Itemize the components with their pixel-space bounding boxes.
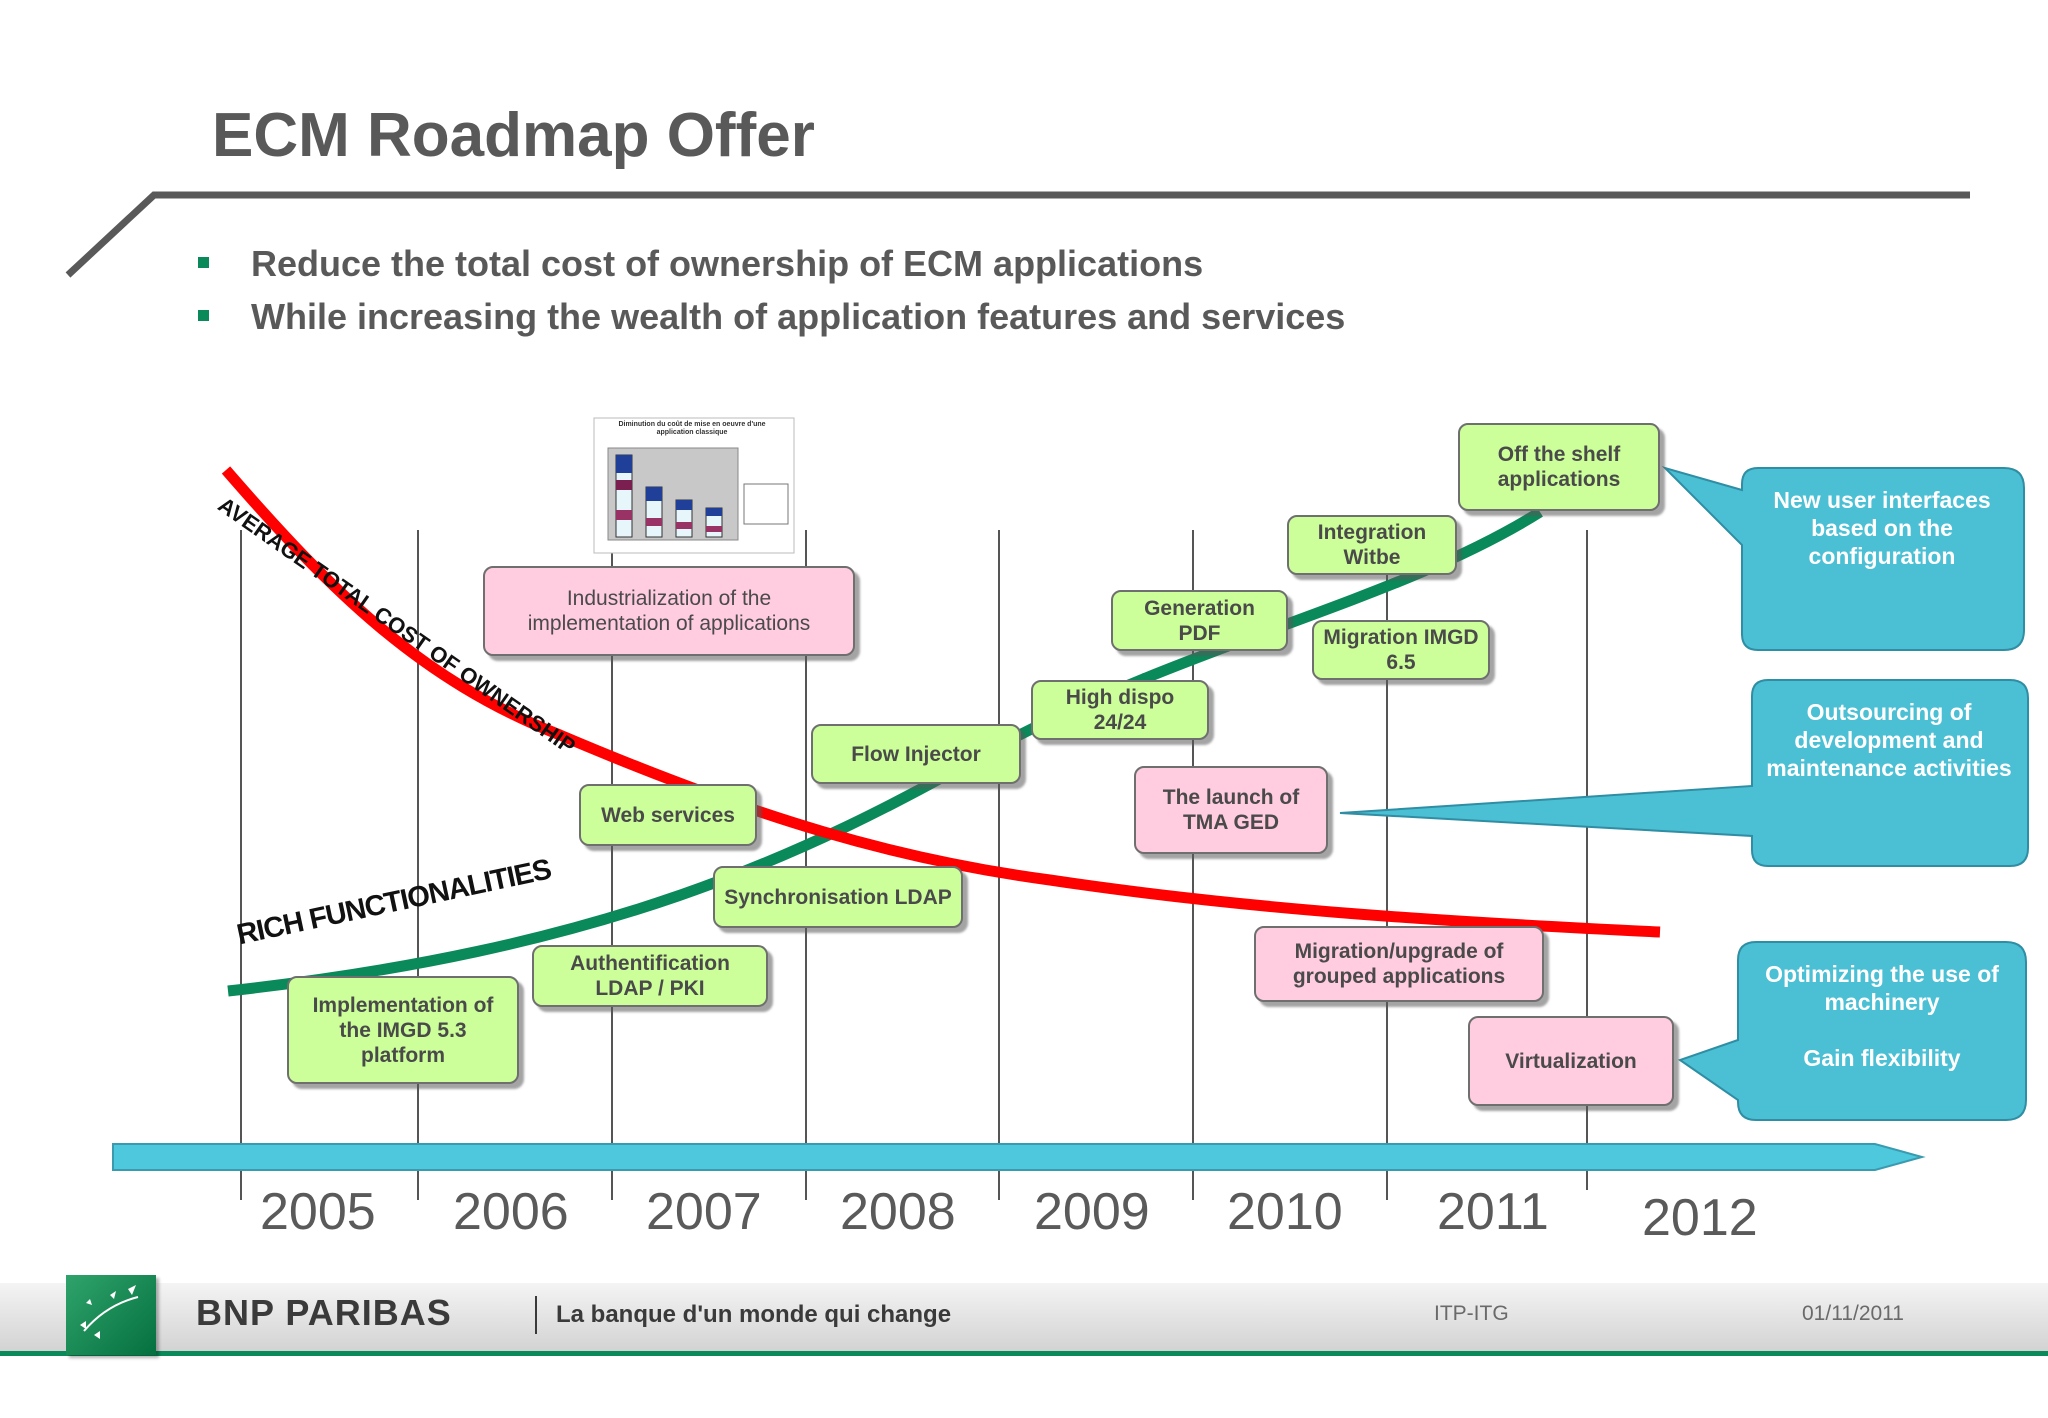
bullet-item: Reduce the total cost of ownership of EC… bbox=[198, 243, 1203, 285]
year-label: 2007 bbox=[646, 1183, 762, 1241]
footer-department: ITP-ITG bbox=[1434, 1302, 1509, 1325]
callout-ui: New user interfaces based on the configu… bbox=[1773, 487, 1991, 569]
item-generation-pdf: Generation PDF bbox=[1111, 590, 1288, 651]
footer-date: 01/11/2011 bbox=[1802, 1302, 1904, 1325]
timeline-arrow bbox=[112, 1143, 1926, 1171]
item-off-the-shelf: Off the shelf applications bbox=[1458, 423, 1660, 511]
bullet-item: While increasing the wealth of applicati… bbox=[198, 296, 1345, 338]
mini-chart-legend bbox=[743, 483, 789, 525]
bnp-logo-icon bbox=[66, 1275, 156, 1355]
item-migration-imgd65: Migration IMGD 6.5 bbox=[1312, 620, 1490, 680]
item-web-services: Web services bbox=[579, 784, 757, 846]
item-integration-witbe: Integration Witbe bbox=[1287, 515, 1457, 575]
item-migration-upgrade: Migration/upgrade of grouped application… bbox=[1254, 926, 1544, 1002]
year-label: 2006 bbox=[453, 1183, 569, 1241]
callout-optimizing-shape bbox=[1677, 941, 2027, 1121]
callout-optimizing: Optimizing the use of machinery Gain fle… bbox=[1765, 961, 1999, 1071]
callout-outsourcing: Outsourcing of development and maintenan… bbox=[1766, 699, 2012, 781]
item-tma-ged: The launch of TMA GED bbox=[1134, 766, 1328, 854]
brand-tagline: La banque d'un monde qui change bbox=[556, 1301, 952, 1328]
cost-curve bbox=[221, 466, 1661, 938]
bullet-text: While increasing the wealth of applicati… bbox=[251, 296, 1346, 337]
footer-rule bbox=[0, 1351, 2048, 1356]
callout-ui-shape bbox=[1661, 465, 2025, 651]
footer-bar bbox=[0, 1283, 2048, 1353]
page-title: ECM Roadmap Offer bbox=[212, 101, 815, 170]
mini-chart bbox=[593, 417, 795, 554]
brand-name: BNP PARIBAS bbox=[196, 1292, 452, 1333]
item-authentification: Authentification LDAP / PKI bbox=[532, 945, 768, 1007]
title-rule bbox=[65, 191, 1970, 278]
year-label: 2010 bbox=[1227, 1183, 1343, 1241]
mini-chart-title: Diminution du coût de mise en oeuvre d'u… bbox=[618, 421, 766, 436]
year-label: 2012 bbox=[1642, 1189, 1758, 1247]
bullet-marker bbox=[198, 256, 209, 268]
footer-separator bbox=[535, 1296, 537, 1334]
callout-outsourcing-shape bbox=[1339, 679, 2029, 867]
item-flow-injector: Flow Injector bbox=[811, 724, 1021, 784]
item-imgd53: Implementation of the IMGD 5.3 platform bbox=[287, 976, 519, 1084]
mini-chart-bars bbox=[615, 454, 723, 538]
year-label: 2005 bbox=[260, 1183, 376, 1241]
bullet-text: Reduce the total cost of ownership of EC… bbox=[251, 243, 1204, 284]
year-label: 2008 bbox=[840, 1183, 956, 1241]
year-label: 2011 bbox=[1437, 1183, 1549, 1241]
item-synchronisation: Synchronisation LDAP bbox=[713, 866, 963, 928]
item-high-dispo: High dispo 24/24 bbox=[1031, 680, 1209, 740]
bullet-marker bbox=[198, 309, 209, 321]
item-virtualization: Virtualization bbox=[1468, 1016, 1674, 1106]
year-label: 2009 bbox=[1034, 1183, 1150, 1241]
item-industrialization: Industrialization of the implementation … bbox=[483, 566, 855, 656]
